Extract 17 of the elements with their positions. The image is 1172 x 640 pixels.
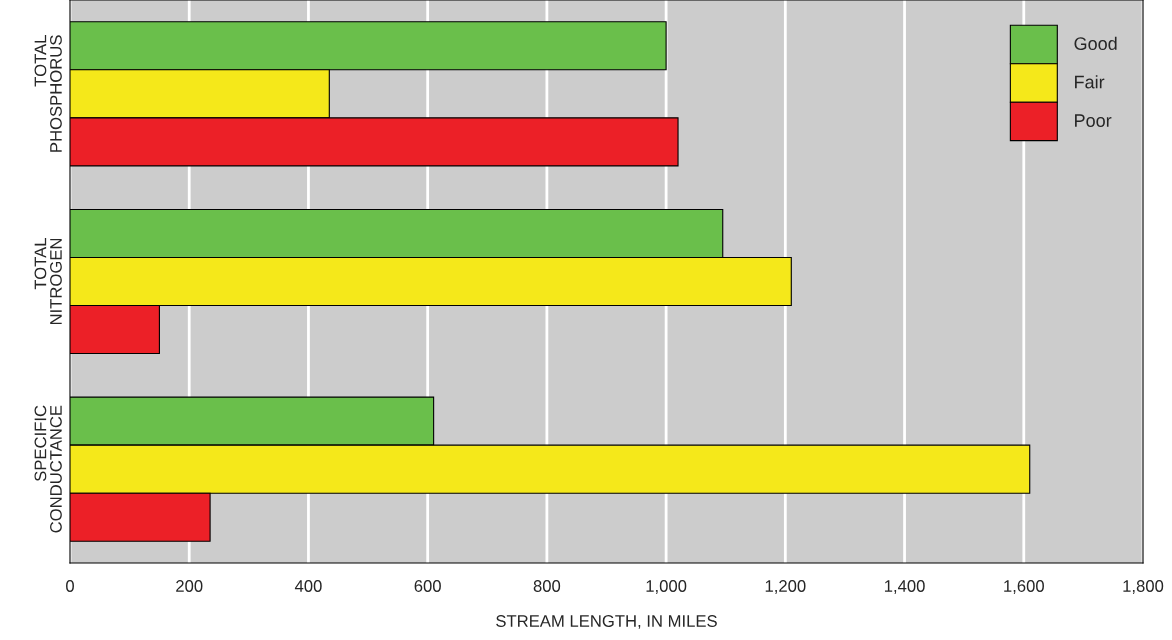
x-tick-label: 400	[294, 580, 322, 592]
legend-label: Poor	[1075, 114, 1112, 127]
x-tick-label: 1,600	[1004, 580, 1044, 594]
legend-label: Fair	[1075, 75, 1105, 89]
x-axis-title: STREAM LENGTH, IN MILES	[496, 615, 717, 629]
x-tick-label: 1,400	[884, 580, 925, 594]
y-tick-label: TOTAL PHOSPHORUS	[34, 35, 62, 152]
x-tick-label: 1,000	[646, 580, 687, 594]
legend-label: Good	[1074, 36, 1117, 51]
y-tick-label: TOTAL NITROGEN	[34, 238, 62, 325]
x-tick-label: 1,800	[1123, 580, 1164, 594]
x-tick-label: 800	[533, 580, 561, 592]
x-tick-label: 0	[66, 580, 74, 592]
x-tick-label: 200	[176, 580, 203, 592]
y-tick-label: SPECIFIC CONDUCTANCE	[34, 405, 62, 533]
x-tick-label: 600	[414, 580, 441, 592]
x-tick-label: 1,200	[765, 580, 806, 594]
